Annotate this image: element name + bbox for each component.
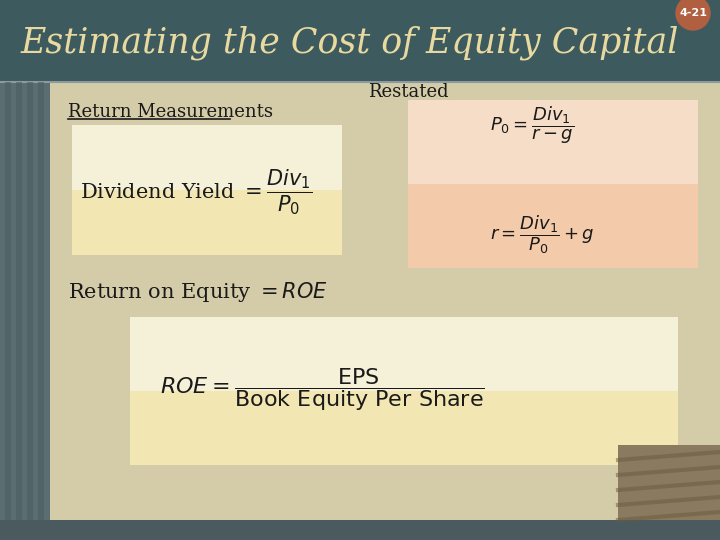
Text: Dividend Yield $= \dfrac{Div_1}{P_0}$: Dividend Yield $= \dfrac{Div_1}{P_0}$ [80, 167, 312, 217]
Bar [72, 190, 342, 255]
Bar [27, 82, 33, 520]
Bar [38, 82, 44, 520]
Text: $P_0 = \dfrac{Div_1}{r - g}$: $P_0 = \dfrac{Div_1}{r - g}$ [490, 104, 575, 146]
Bar [130, 391, 678, 465]
Bar [72, 125, 342, 255]
Bar [16, 82, 22, 520]
Text: Return on Equity $= \mathit{ROE}$: Return on Equity $= \mathit{ROE}$ [68, 280, 328, 304]
Text: Estimating the Cost of Equity Capital: Estimating the Cost of Equity Capital [21, 26, 679, 60]
Bar [130, 317, 678, 465]
Bar [50, 82, 720, 520]
Text: Return Measurements: Return Measurements [68, 103, 273, 121]
Bar [408, 184, 698, 268]
Bar [408, 100, 698, 268]
Bar [0, 520, 720, 540]
Text: Restated: Restated [368, 83, 449, 101]
Bar [5, 82, 11, 520]
Circle shape [676, 0, 710, 30]
Bar [618, 445, 720, 520]
Text: 4-21: 4-21 [679, 8, 707, 18]
Bar [0, 0, 720, 82]
Text: $r = \dfrac{Div_1}{P_0} + g$: $r = \dfrac{Div_1}{P_0} + g$ [490, 214, 595, 256]
Bar [0, 82, 50, 520]
Text: $\mathit{ROE} = \dfrac{\mathrm{EPS}}{\mathrm{Book\ Equity\ Per\ Share}}$: $\mathit{ROE} = \dfrac{\mathrm{EPS}}{\ma… [160, 367, 485, 414]
